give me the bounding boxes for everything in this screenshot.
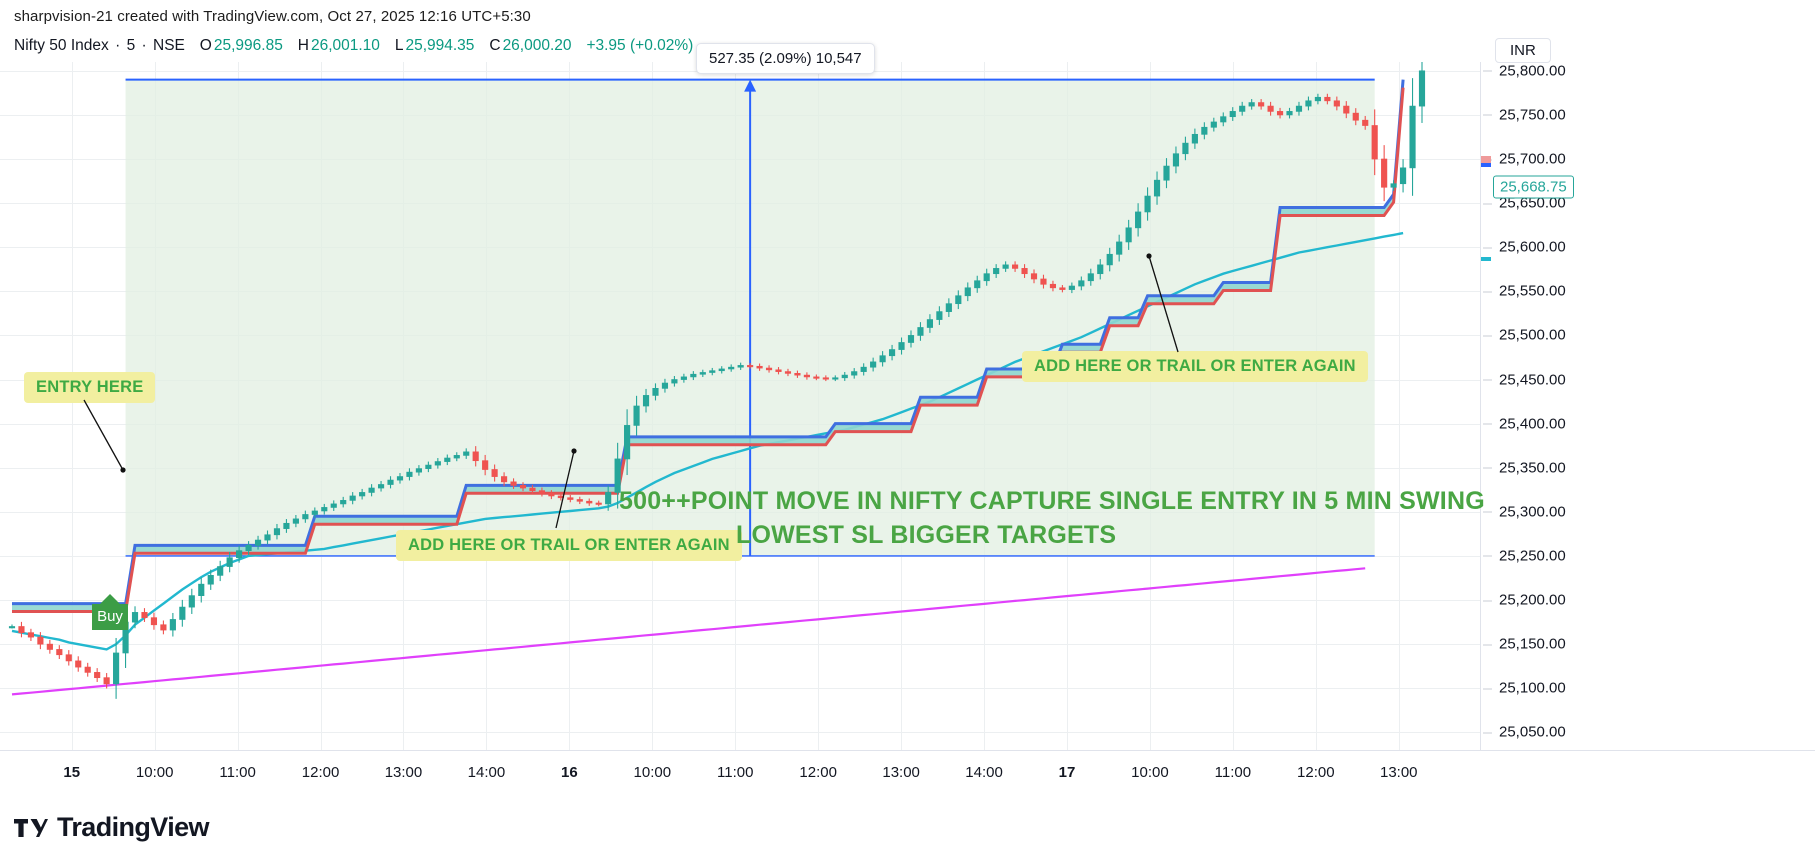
price-tick: 25,050.00 [1483,723,1566,741]
note-add-right[interactable]: ADD HERE OR TRAIL OR ENTER AGAIN [1022,351,1368,382]
tradingview-wordmark: TradingView [57,812,210,842]
price-tick: 25,200.00 [1483,591,1566,609]
note-entry-here[interactable]: ENTRY HERE [24,372,156,403]
grid-line-horizontal [0,688,1480,690]
legend-low-value: 25,994.35 [405,37,475,54]
legend-change: +3.95 (+0.02%) [586,37,694,54]
legend-sep-2: · [141,37,147,54]
headline-line-1: 500++POINT MOVE IN NIFTY CAPTURE SINGLE … [619,487,1485,515]
time-tick: 13:00 [882,764,920,781]
time-scale[interactable]: 15 10:00 11:00 12:00 13:00 14:00 16 10:00 11:00 1… [0,750,1815,798]
time-tick: 11:00 [1214,764,1252,781]
legend-interval[interactable]: 5 [126,37,136,54]
time-tick: 12:00 [799,764,837,781]
attribution-text: sharpvision-21 created with TradingView.… [14,8,531,25]
grid-line-horizontal [0,600,1480,602]
price-tick: 25,800.00 [1483,62,1566,80]
time-tick: 13:00 [384,764,423,781]
time-tick: 14:00 [965,764,1003,781]
price-tick: 25,700.00 [1483,150,1566,168]
buy-marker[interactable]: Buy [90,594,130,632]
grid-line-horizontal [0,644,1480,646]
time-tick: 12:00 [1297,764,1335,781]
legend-sep-1: · [115,37,121,54]
time-tick: 11:00 [717,764,754,781]
time-tick: 10:00 [135,764,174,781]
legend-open-value: 25,996.85 [213,37,283,54]
legend-close-value: 26,000.20 [502,37,572,54]
price-tick: 25,650.00 [1483,194,1566,212]
headline-line-2: LOWEST SL BIGGER TARGETS [736,521,1117,549]
currency-badge[interactable]: INR [1495,38,1551,63]
footer-brand[interactable]: TradingView [14,812,210,843]
tradingview-logo-icon [14,818,48,837]
price-tick: 25,100.00 [1483,679,1566,697]
price-scale-cyan-swatch [1481,257,1491,261]
price-tick: 25,750.00 [1483,106,1566,124]
note-add-mid[interactable]: ADD HERE OR TRAIL OR ENTER AGAIN [396,530,742,561]
legend-high-label: H [297,37,309,54]
price-tick: 25,150.00 [1483,635,1566,653]
time-tick: 10:00 [633,764,672,781]
time-tick: 15 [63,764,81,781]
legend-low-label: L [394,37,404,54]
grid-line-horizontal [0,732,1480,734]
grid-line-vertical [1398,62,1400,750]
price-tick: 25,400.00 [1483,415,1566,433]
price-scale-band-swatch-lower [1481,163,1491,167]
chart-canvas [8,62,1426,699]
legend-open-label: O [199,37,212,54]
price-tick: 25,500.00 [1483,326,1566,344]
price-tick: 25,250.00 [1483,547,1566,565]
time-tick: 13:00 [1379,764,1418,781]
price-scale[interactable]: INR 25,800.00 25,750.00 25,700.00 25,650.00… [1480,38,1815,750]
grid-line-vertical [71,62,73,750]
time-tick: 11:00 [219,764,256,781]
buy-marker-label: Buy [97,607,123,625]
current-price-label: 25,668.75 [1493,175,1574,199]
time-tick: 12:00 [301,764,340,781]
legend-exchange: NSE [153,37,185,54]
time-tick: 14:00 [467,764,506,781]
time-tick: 17 [1058,764,1076,781]
price-tick: 25,550.00 [1483,282,1566,300]
price-tick: 25,600.00 [1483,238,1566,256]
price-scale-band-swatch-upper [1481,156,1491,163]
time-tick: 16 [561,764,578,781]
measurement-tooltip: 527.35 (2.09%) 10,547 [696,43,875,74]
legend-high-value: 26,001.10 [310,37,380,54]
price-tick: 25,450.00 [1483,371,1566,389]
legend-close-label: C [489,37,501,54]
chart-legend: Nifty 50 Index · 5 · NSE O 25,996.85 H 26,… [14,37,695,55]
chart-plot-area[interactable]: Buy [0,62,1480,750]
time-tick: 10:00 [1131,764,1169,781]
price-tick: 25,300.00 [1483,503,1566,521]
legend-symbol[interactable]: Nifty 50 Index [14,37,109,54]
price-tick: 25,350.00 [1483,459,1566,477]
